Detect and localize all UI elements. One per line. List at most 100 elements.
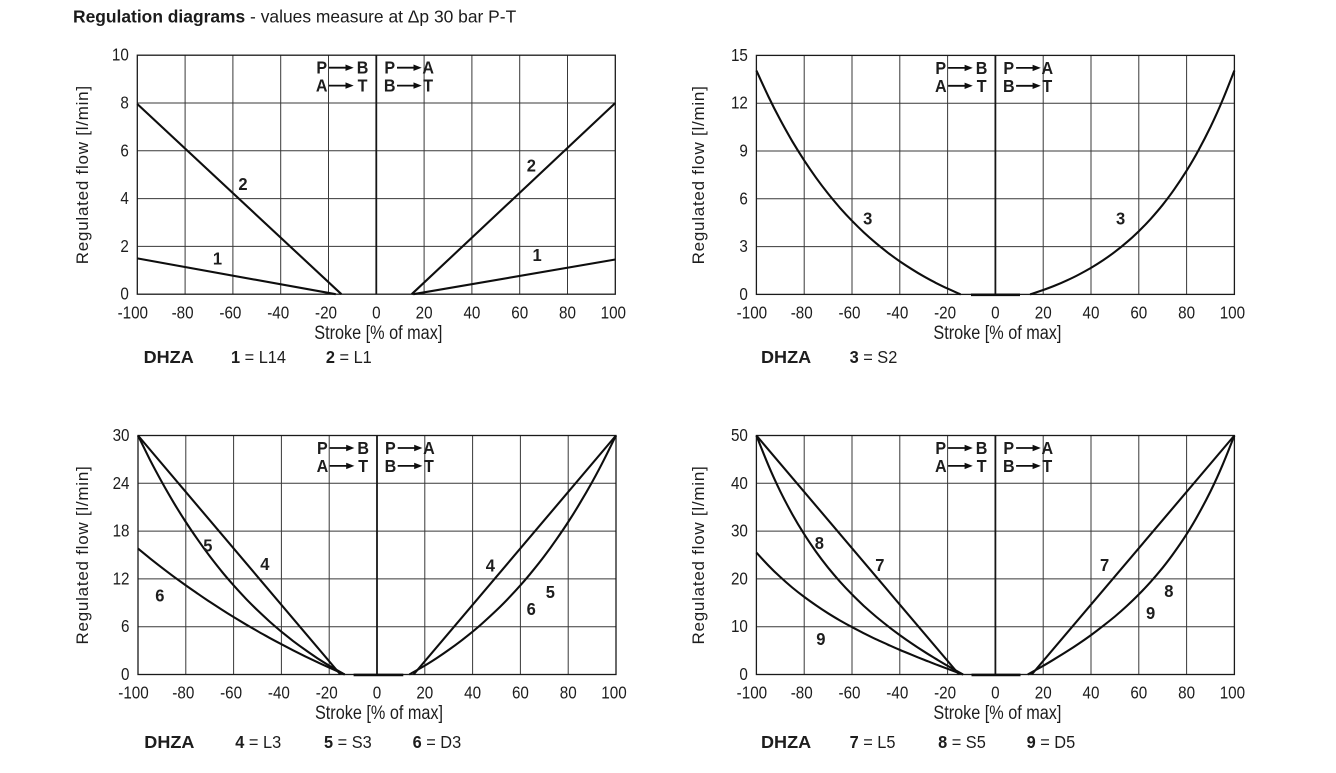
svg-text:-20: -20 (316, 684, 338, 703)
svg-text:60: 60 (512, 684, 529, 703)
svg-text:-60: -60 (838, 684, 860, 703)
svg-text:2 = L1: 2 = L1 (326, 348, 372, 367)
svg-text:P: P (317, 438, 328, 458)
svg-text:8 = S5: 8 = S5 (938, 733, 986, 752)
svg-text:5 = S3: 5 = S3 (324, 733, 372, 752)
svg-text:4 = L3: 4 = L3 (235, 733, 281, 752)
svg-text:B: B (384, 76, 396, 96)
svg-text:6: 6 (527, 598, 536, 619)
svg-text:A: A (1041, 58, 1053, 78)
svg-text:100: 100 (601, 684, 626, 703)
svg-text:100: 100 (1220, 684, 1245, 703)
svg-text:A: A (1041, 438, 1053, 458)
svg-text:Regulated flow [l/min]: Regulated flow [l/min] (689, 465, 708, 644)
svg-text:P: P (316, 58, 327, 78)
svg-text:B: B (1003, 456, 1015, 476)
svg-text:T: T (977, 76, 988, 96)
svg-text:3: 3 (863, 208, 872, 229)
svg-text:5: 5 (546, 581, 556, 602)
svg-text:4: 4 (260, 553, 270, 574)
svg-text:40: 40 (463, 303, 480, 322)
svg-text:Stroke [% of max]: Stroke [% of max] (933, 702, 1061, 723)
svg-text:6: 6 (155, 585, 164, 606)
svg-text:B: B (385, 456, 397, 476)
svg-text:-20: -20 (934, 303, 956, 322)
svg-text:A: A (422, 58, 434, 78)
svg-text:40: 40 (1083, 303, 1100, 322)
svg-text:6: 6 (739, 189, 747, 208)
svg-text:3: 3 (1116, 208, 1125, 229)
svg-text:12: 12 (731, 94, 748, 113)
svg-text:-60: -60 (220, 684, 242, 703)
svg-text:9: 9 (816, 628, 825, 649)
svg-text:4: 4 (120, 189, 128, 208)
svg-text:P: P (935, 438, 946, 458)
svg-text:-100: -100 (118, 303, 148, 322)
svg-text:B: B (976, 438, 988, 458)
svg-text:B: B (357, 438, 369, 458)
svg-text:B: B (1003, 76, 1015, 96)
svg-text:3 = S2: 3 = S2 (850, 348, 898, 367)
svg-text:18: 18 (113, 522, 130, 541)
svg-text:30: 30 (731, 522, 748, 541)
svg-text:1: 1 (532, 245, 542, 266)
svg-text:A: A (317, 456, 329, 476)
svg-text:7: 7 (875, 554, 884, 575)
svg-text:-80: -80 (172, 303, 194, 322)
svg-text:20: 20 (731, 569, 748, 588)
svg-text:P: P (1003, 438, 1014, 458)
svg-text:12: 12 (113, 569, 130, 588)
svg-text:100: 100 (601, 303, 626, 322)
svg-text:10: 10 (112, 46, 129, 65)
svg-text:0: 0 (120, 285, 128, 304)
svg-text:DHZA: DHZA (144, 347, 194, 367)
svg-text:50: 50 (731, 426, 748, 445)
svg-text:80: 80 (559, 303, 576, 322)
svg-text:7 = L5: 7 = L5 (850, 733, 896, 752)
svg-text:4: 4 (486, 555, 496, 576)
svg-text:60: 60 (1130, 684, 1147, 703)
svg-text:0: 0 (991, 684, 999, 703)
svg-text:2: 2 (527, 155, 536, 176)
svg-text:-60: -60 (838, 303, 860, 322)
svg-text:-40: -40 (268, 684, 290, 703)
svg-text:-80: -80 (791, 303, 813, 322)
svg-text:A: A (935, 456, 947, 476)
svg-text:T: T (1042, 456, 1053, 476)
svg-text:-20: -20 (315, 303, 337, 322)
svg-text:24: 24 (113, 474, 130, 493)
svg-text:Regulated flow [l/min]: Regulated flow [l/min] (73, 85, 92, 264)
svg-text:3: 3 (739, 237, 747, 256)
svg-text:6: 6 (120, 141, 128, 160)
svg-text:15: 15 (731, 46, 748, 65)
svg-text:Stroke [% of max]: Stroke [% of max] (933, 322, 1061, 343)
svg-text:80: 80 (560, 684, 577, 703)
svg-text:0: 0 (739, 665, 747, 684)
svg-text:20: 20 (416, 684, 433, 703)
svg-text:8: 8 (815, 533, 825, 554)
svg-text:DHZA: DHZA (144, 732, 194, 752)
svg-text:Regulated flow [l/min]: Regulated flow [l/min] (73, 465, 92, 644)
svg-text:-100: -100 (737, 303, 767, 322)
svg-text:2: 2 (238, 173, 247, 194)
svg-text:8: 8 (120, 93, 128, 112)
svg-text:40: 40 (464, 684, 481, 703)
svg-text:60: 60 (511, 303, 528, 322)
svg-text:-80: -80 (791, 684, 813, 703)
svg-text:DHZA: DHZA (761, 347, 811, 367)
svg-text:-100: -100 (118, 684, 148, 703)
svg-text:5: 5 (203, 535, 213, 556)
svg-text:Regulation diagrams - values m: Regulation diagrams - values measure at … (73, 7, 517, 27)
svg-text:9 = D5: 9 = D5 (1027, 733, 1076, 752)
svg-text:-20: -20 (934, 684, 956, 703)
svg-text:P: P (935, 58, 946, 78)
svg-text:T: T (358, 456, 369, 476)
svg-text:DHZA: DHZA (761, 732, 811, 752)
svg-text:P: P (1003, 58, 1014, 78)
svg-text:0: 0 (373, 684, 381, 703)
svg-text:B: B (357, 58, 369, 78)
svg-text:20: 20 (416, 303, 433, 322)
svg-text:10: 10 (731, 617, 748, 636)
svg-text:0: 0 (372, 303, 380, 322)
svg-text:100: 100 (1220, 303, 1245, 322)
